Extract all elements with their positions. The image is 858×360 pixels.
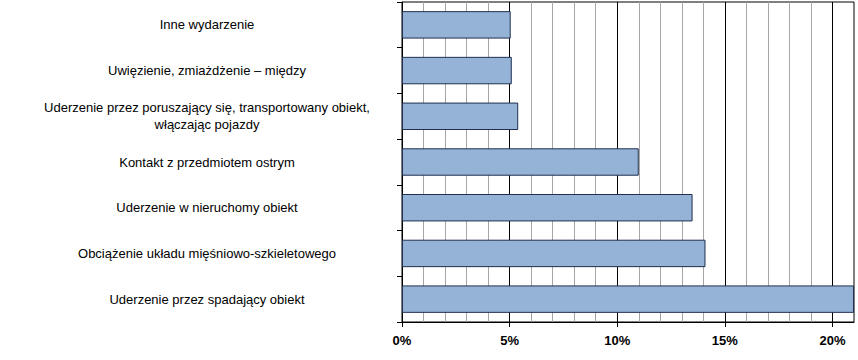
svg-text:5%: 5%: [500, 333, 519, 348]
svg-text:Uderzenie przez spadający obie: Uderzenie przez spadający obiekt: [109, 292, 304, 307]
svg-text:20%: 20%: [819, 333, 845, 348]
svg-text:Uderzenie przez poruszający si: Uderzenie przez poruszający się, transpo…: [44, 100, 370, 115]
svg-text:10%: 10%: [604, 333, 630, 348]
svg-text:Obciążenie układu mięśniowo-sz: Obciążenie układu mięśniowo-szkieletoweg…: [78, 246, 336, 261]
svg-text:Inne wydarzenie: Inne wydarzenie: [160, 17, 255, 32]
svg-text:Uderzenie w nieruchomy obiekt: Uderzenie w nieruchomy obiekt: [116, 200, 298, 215]
svg-text:włączając pojazdy: włączając pojazdy: [154, 117, 260, 132]
svg-text:15%: 15%: [712, 333, 738, 348]
svg-text:Uwięzienie, zmiażdżenie – międ: Uwięzienie, zmiażdżenie – między: [108, 63, 306, 78]
svg-text:0%: 0%: [393, 333, 412, 348]
svg-text:Kontakt z przedmiotem ostrym: Kontakt z przedmiotem ostrym: [119, 155, 295, 170]
